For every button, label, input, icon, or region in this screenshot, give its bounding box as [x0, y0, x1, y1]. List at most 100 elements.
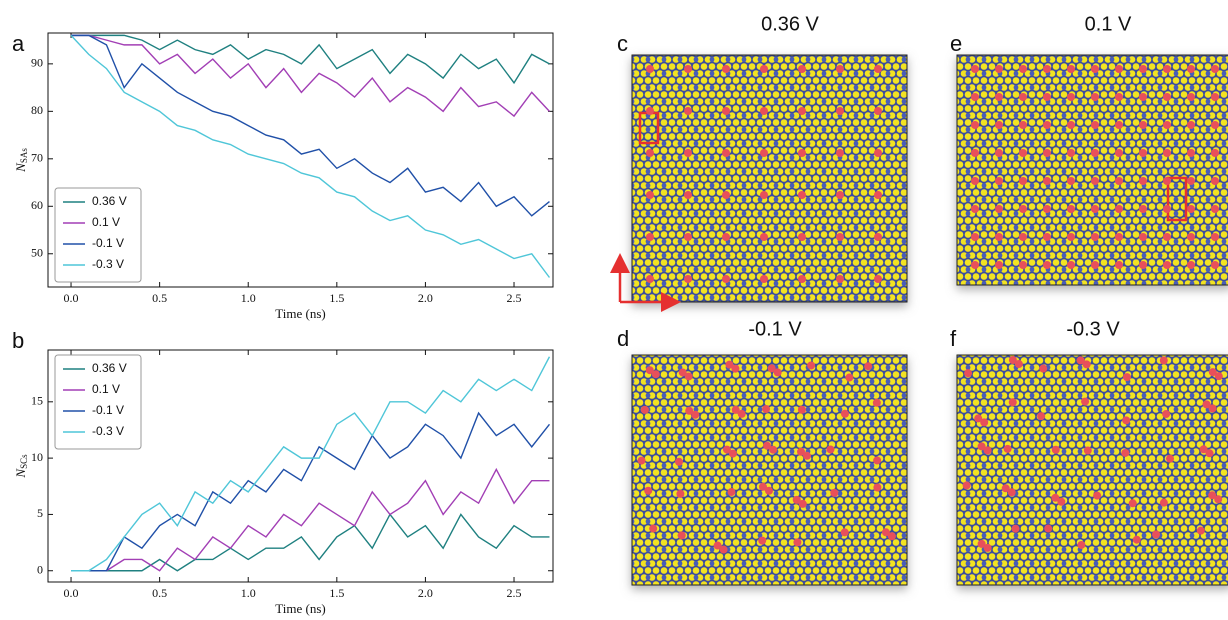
- adatom: [1051, 493, 1060, 502]
- x-tick-label: 0.0: [64, 586, 79, 600]
- adatom: [1211, 233, 1219, 241]
- adatom: [1093, 491, 1102, 500]
- legend-label: -0.3 V: [92, 424, 124, 438]
- x-tick-label: 0.5: [152, 586, 167, 600]
- adatom: [1091, 93, 1099, 101]
- adatom: [1208, 368, 1217, 377]
- adatom: [651, 370, 660, 379]
- adatom: [649, 524, 658, 533]
- adatom: [1008, 398, 1017, 407]
- adatom: [1187, 233, 1195, 241]
- adatom: [1019, 261, 1027, 269]
- adatom: [760, 65, 768, 73]
- adatom: [798, 191, 806, 199]
- adatom: [759, 482, 768, 491]
- adatom: [995, 233, 1003, 241]
- adatom: [887, 532, 896, 541]
- adatom: [836, 107, 844, 115]
- adatom: [1091, 205, 1099, 213]
- adatom: [1067, 177, 1075, 185]
- adatom: [1091, 121, 1099, 129]
- adatom: [1019, 149, 1027, 157]
- adatom: [1067, 65, 1075, 73]
- legend-label: -0.3 V: [92, 257, 124, 271]
- adatom: [1044, 524, 1053, 533]
- y-tick-label: 10: [31, 450, 43, 464]
- adatom: [684, 149, 692, 157]
- adatom: [1159, 356, 1168, 365]
- adatom: [760, 275, 768, 283]
- panel-voltage: 0.36 V: [761, 13, 819, 35]
- adatom: [731, 364, 740, 373]
- adatom: [1076, 356, 1085, 365]
- adatom: [1091, 65, 1099, 73]
- adatom: [1043, 177, 1051, 185]
- adatom: [713, 541, 722, 550]
- panel-letter: f: [950, 326, 957, 351]
- adatom: [1067, 261, 1075, 269]
- adatom: [1043, 121, 1051, 129]
- adatom: [995, 177, 1003, 185]
- adatom: [873, 483, 882, 492]
- y-tick-label: 70: [31, 151, 43, 165]
- adatom: [760, 107, 768, 115]
- series-line: [71, 34, 550, 217]
- adatom: [1077, 540, 1086, 549]
- adatom: [1163, 121, 1171, 129]
- adatom: [971, 65, 979, 73]
- adatom: [646, 65, 654, 73]
- adatom: [836, 233, 844, 241]
- adatom: [1008, 356, 1017, 365]
- adatom: [971, 177, 979, 185]
- adatom: [1139, 177, 1147, 185]
- adatom: [971, 205, 979, 213]
- adatom: [684, 233, 692, 241]
- adatom: [797, 447, 806, 456]
- adatom: [836, 191, 844, 199]
- series-line: [70, 34, 551, 278]
- adatom: [677, 531, 686, 540]
- adatom: [644, 486, 653, 495]
- series-line: [71, 356, 551, 572]
- adatom: [980, 418, 989, 427]
- adatom: [792, 495, 801, 504]
- x-tick-label: 1.0: [241, 586, 256, 600]
- adatom: [1159, 498, 1168, 507]
- panel-letter: b: [12, 328, 24, 353]
- x-tick-label: 2.5: [507, 291, 522, 305]
- adatom: [1115, 261, 1123, 269]
- series-line: [71, 411, 551, 572]
- y-axis-label-main: N: [13, 162, 28, 173]
- plot-frame: [47, 349, 554, 583]
- adatom: [1163, 261, 1171, 269]
- plot-frame: [47, 32, 554, 288]
- adatom: [830, 488, 839, 497]
- adatom: [798, 149, 806, 157]
- adatom: [977, 442, 986, 451]
- adatom: [1007, 488, 1016, 497]
- adatom: [995, 93, 1003, 101]
- adatom: [1019, 233, 1027, 241]
- adatom: [728, 449, 737, 458]
- adatom: [645, 366, 654, 375]
- adatom: [1019, 121, 1027, 129]
- adatom: [977, 539, 986, 548]
- adatom: [722, 149, 730, 157]
- adatom: [1166, 454, 1175, 463]
- adatom: [767, 364, 776, 373]
- adatom: [995, 261, 1003, 269]
- adatom: [1043, 205, 1051, 213]
- adatom: [1208, 491, 1217, 500]
- adatom: [676, 489, 685, 498]
- x-tick-label: 0.5: [152, 291, 167, 305]
- adatom: [1115, 233, 1123, 241]
- adatom: [737, 409, 746, 418]
- adatom: [646, 107, 654, 115]
- adatom: [874, 275, 882, 283]
- adatom: [722, 445, 731, 454]
- adatom: [1196, 526, 1205, 535]
- adatom: [1139, 261, 1147, 269]
- adatom: [1162, 410, 1171, 419]
- panel-letter: a: [12, 31, 25, 56]
